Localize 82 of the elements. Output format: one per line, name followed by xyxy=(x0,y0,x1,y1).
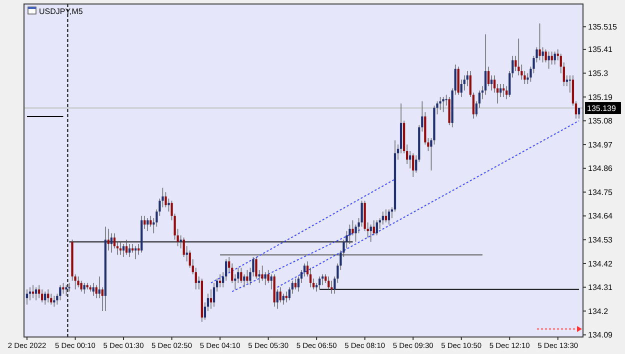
candlestick xyxy=(506,86,508,100)
candlestick xyxy=(146,218,149,232)
candlestick xyxy=(164,192,167,208)
candlestick xyxy=(210,289,212,310)
candlestick xyxy=(376,220,378,236)
candlestick xyxy=(445,94,448,106)
candlestick xyxy=(62,282,64,294)
candlestick xyxy=(463,75,466,91)
candlestick xyxy=(460,79,462,98)
candlestick xyxy=(328,276,330,290)
candlestick xyxy=(59,284,62,301)
candlestick xyxy=(318,276,321,290)
candlestick xyxy=(261,265,264,282)
candlestick xyxy=(168,198,170,212)
chart-title: USDJPY,M5 xyxy=(39,7,84,16)
candlestick xyxy=(270,274,272,290)
candlestick xyxy=(125,239,128,256)
candlestick xyxy=(110,232,113,254)
candlestick xyxy=(32,284,34,298)
candlestick xyxy=(388,209,390,225)
y-tick-label: 135.19 xyxy=(588,92,614,102)
candlestick xyxy=(98,276,100,298)
y-tick-label: 135.515 xyxy=(588,22,618,32)
candlestick xyxy=(538,23,541,61)
candlestick xyxy=(50,293,52,305)
candlestick xyxy=(518,38,520,76)
candlestick xyxy=(279,286,282,303)
candlestick xyxy=(182,237,185,258)
candlestick xyxy=(370,224,372,242)
candlestick xyxy=(243,274,246,288)
candlestick xyxy=(240,267,242,284)
candlestick xyxy=(65,284,68,296)
candlestick xyxy=(101,286,104,312)
candlestick xyxy=(34,286,38,301)
candlestick xyxy=(442,96,444,112)
y-tick-label: 134.31 xyxy=(588,283,614,292)
y-tick-label: 134.53 xyxy=(588,235,614,244)
candlestick xyxy=(150,216,152,228)
candlestick xyxy=(457,66,460,96)
candlestick xyxy=(186,246,188,262)
candlestick xyxy=(372,220,375,236)
y-tick-label: 134.75 xyxy=(588,188,614,197)
y-tick-label: 135.41 xyxy=(588,45,614,54)
y-tick-label: 135.3 xyxy=(588,68,609,78)
candlestick xyxy=(258,270,260,284)
candlestick xyxy=(352,220,354,236)
candlestick xyxy=(542,46,544,63)
candlestick xyxy=(77,276,80,288)
candlestick xyxy=(439,96,442,110)
y-tick-label: 134.97 xyxy=(588,140,614,150)
candlestick xyxy=(83,282,86,294)
candlestick xyxy=(568,75,572,94)
y-tick-label: 134.64 xyxy=(588,212,614,221)
y-tick-label: 134.09 xyxy=(588,330,614,340)
candlestick xyxy=(234,274,236,290)
ref-line-label: 135.139 xyxy=(587,104,616,113)
candlestick xyxy=(212,282,216,308)
y-tick-label: 135.08 xyxy=(588,116,614,126)
candlestick xyxy=(28,286,32,301)
candlestick xyxy=(348,224,351,244)
candlestick xyxy=(487,66,490,87)
candlestick xyxy=(294,278,297,290)
candlestick xyxy=(180,235,182,249)
candlestick xyxy=(448,96,450,126)
candlestick xyxy=(38,284,40,298)
y-tick-label: 134.42 xyxy=(588,259,614,268)
y-tick-label: 134.86 xyxy=(588,164,614,174)
candlestick xyxy=(514,56,517,72)
candlestick xyxy=(80,280,82,292)
candlestick xyxy=(412,152,414,178)
candlestick xyxy=(53,296,56,308)
candlestick xyxy=(276,289,278,310)
candlestick xyxy=(122,244,125,258)
candlestick xyxy=(360,200,363,228)
candlestick xyxy=(554,51,556,65)
candlestick xyxy=(490,75,493,91)
y-tick-label: 134.2 xyxy=(588,306,609,316)
candlestick xyxy=(246,270,248,284)
candlestick xyxy=(144,216,146,230)
candlestick xyxy=(107,228,110,251)
candlestick xyxy=(264,272,266,286)
candlestick xyxy=(484,34,487,96)
